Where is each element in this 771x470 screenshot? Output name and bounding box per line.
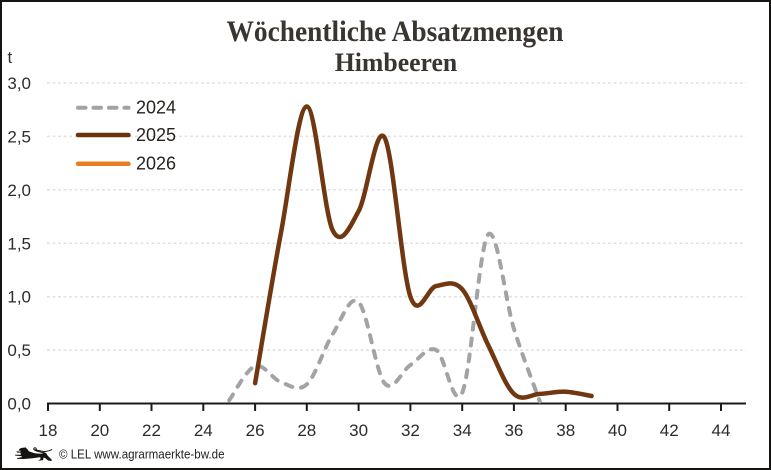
svg-text:38: 38 <box>556 421 575 440</box>
svg-text:42: 42 <box>660 421 679 440</box>
svg-text:2024: 2024 <box>136 98 176 118</box>
svg-text:Wöchentliche Absatzmengen: Wöchentliche Absatzmengen <box>227 15 564 48</box>
svg-text:0,5: 0,5 <box>7 341 31 360</box>
svg-text:24: 24 <box>194 421 213 440</box>
svg-text:Himbeeren: Himbeeren <box>335 48 458 77</box>
svg-text:2025: 2025 <box>136 125 176 145</box>
svg-text:40: 40 <box>608 421 627 440</box>
svg-text:44: 44 <box>712 421 731 440</box>
svg-text:18: 18 <box>39 421 58 440</box>
svg-text:0,0: 0,0 <box>7 395 31 414</box>
svg-text:1,0: 1,0 <box>7 288 31 307</box>
svg-text:36: 36 <box>504 421 523 440</box>
svg-text:34: 34 <box>453 421 472 440</box>
svg-text:t: t <box>8 48 13 67</box>
svg-text:2026: 2026 <box>136 154 176 174</box>
svg-text:32: 32 <box>401 421 420 440</box>
svg-text:20: 20 <box>90 421 109 440</box>
svg-text:22: 22 <box>142 421 161 440</box>
svg-text:30: 30 <box>349 421 368 440</box>
svg-text:26: 26 <box>246 421 265 440</box>
svg-text:28: 28 <box>297 421 316 440</box>
svg-text:1,5: 1,5 <box>7 234 31 253</box>
svg-text:2,5: 2,5 <box>7 127 31 146</box>
svg-text:2,0: 2,0 <box>7 181 31 200</box>
svg-text:© LEL www.agrarmaerkte-bw.de: © LEL www.agrarmaerkte-bw.de <box>59 448 225 462</box>
svg-text:3,0: 3,0 <box>7 74 31 93</box>
